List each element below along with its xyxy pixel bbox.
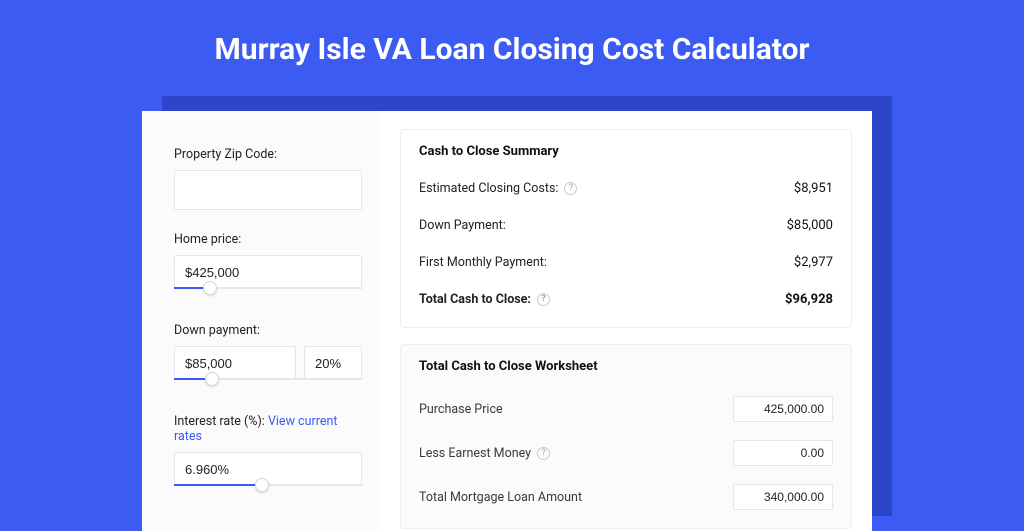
down-payment-slider[interactable]: [174, 378, 362, 392]
summary-title: Cash to Close Summary: [419, 144, 833, 159]
home-price-input[interactable]: [174, 255, 362, 289]
interest-slider[interactable]: [174, 484, 362, 498]
summary-row-value: $96,928: [785, 292, 833, 307]
zip-label: Property Zip Code:: [174, 147, 362, 162]
down-payment-label: Down payment:: [174, 323, 362, 338]
zip-input[interactable]: [174, 170, 362, 210]
worksheet-row: Total Mortgage Loan Amount: [419, 478, 833, 522]
home-price-label: Home price:: [174, 232, 362, 247]
worksheet-title: Total Cash to Close Worksheet: [419, 359, 833, 374]
interest-field-group: Interest rate (%): View current rates: [174, 414, 362, 498]
down-payment-field-group: Down payment:: [174, 323, 362, 392]
cash-to-close-summary: Cash to Close Summary Estimated Closing …: [400, 129, 852, 328]
interest-label: Interest rate (%): View current rates: [174, 414, 362, 444]
slider-thumb[interactable]: [255, 478, 269, 492]
worksheet-row-label: Less Earnest Money?: [419, 446, 550, 461]
down-payment-input[interactable]: [174, 346, 296, 380]
cash-to-close-worksheet: Total Cash to Close Worksheet Purchase P…: [400, 344, 852, 529]
home-price-slider[interactable]: [174, 287, 362, 301]
slider-thumb[interactable]: [203, 281, 217, 295]
summary-row-label: First Monthly Payment:: [419, 255, 547, 270]
help-icon[interactable]: ?: [537, 293, 550, 306]
summary-row: Estimated Closing Costs:? $8,951: [419, 173, 833, 210]
summary-row-label: Down Payment:: [419, 218, 506, 233]
summary-row: First Monthly Payment: $2,977: [419, 247, 833, 284]
calculator-card: Property Zip Code: Home price: Down paym…: [142, 111, 872, 531]
summary-row: Down Payment: $85,000: [419, 210, 833, 247]
worksheet-row-label: Total Mortgage Loan Amount: [419, 490, 582, 505]
summary-row-value: $2,977: [794, 255, 833, 270]
summary-row-label: Estimated Closing Costs:?: [419, 181, 577, 196]
summary-row-value: $85,000: [787, 218, 833, 233]
worksheet-row: Less Earnest Money?: [419, 434, 833, 478]
help-icon[interactable]: ?: [537, 447, 550, 460]
slider-thumb[interactable]: [205, 372, 219, 386]
page-title: Murray Isle VA Loan Closing Cost Calcula…: [0, 0, 1024, 89]
results-column: Cash to Close Summary Estimated Closing …: [380, 111, 872, 531]
home-price-field-group: Home price:: [174, 232, 362, 301]
zip-field-group: Property Zip Code:: [174, 147, 362, 210]
worksheet-row: Purchase Price: [419, 390, 833, 434]
help-icon[interactable]: ?: [564, 182, 577, 195]
summary-row: Total Cash to Close:? $96,928: [419, 284, 833, 321]
slider-fill: [174, 484, 262, 486]
worksheet-value-input[interactable]: [733, 440, 833, 466]
down-payment-pct-input[interactable]: [304, 346, 362, 380]
summary-row-label: Total Cash to Close:?: [419, 292, 550, 307]
worksheet-value-input[interactable]: [733, 396, 833, 422]
interest-label-text: Interest rate (%):: [174, 414, 268, 429]
inputs-column: Property Zip Code: Home price: Down paym…: [142, 111, 380, 531]
worksheet-value-input[interactable]: [733, 484, 833, 510]
worksheet-row-label: Purchase Price: [419, 402, 503, 417]
summary-row-value: $8,951: [794, 181, 833, 196]
